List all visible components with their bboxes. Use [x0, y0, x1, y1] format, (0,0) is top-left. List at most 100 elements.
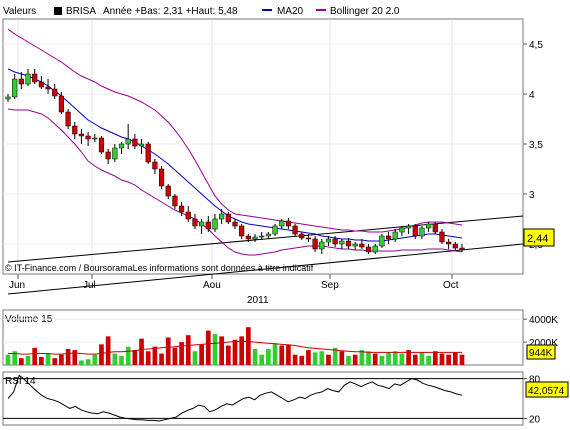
- candle: [372, 245, 378, 253]
- volume-ma-line: [8, 341, 462, 355]
- price-marks: [5, 28, 524, 295]
- candle: [252, 236, 258, 240]
- candle: [199, 221, 205, 227]
- volume-bar: [386, 352, 391, 365]
- candle: [125, 138, 131, 145]
- copyright-note: © IT-Finance.com / BoursoramaLes informa…: [5, 263, 314, 273]
- volume-bar: [105, 336, 111, 365]
- volume-bar: [332, 347, 338, 365]
- candle: [312, 238, 318, 250]
- volume-bar: [152, 346, 158, 365]
- volume-bar: [145, 351, 151, 365]
- candle: [385, 235, 392, 240]
- volume-bar: [306, 350, 311, 365]
- price-last-value: 2,44: [527, 233, 548, 245]
- candle: [105, 151, 111, 160]
- volume-bar: [312, 352, 318, 365]
- volume-bar: [426, 355, 431, 365]
- candle: [192, 218, 198, 227]
- candle: [118, 143, 125, 149]
- rsi-last-value: 42,0574: [528, 386, 565, 397]
- candle: [25, 73, 31, 85]
- candle: [185, 211, 191, 220]
- candle: [245, 235, 251, 240]
- candle: [85, 135, 91, 140]
- candle: [459, 247, 465, 251]
- rsi-panel: [2, 371, 524, 426]
- candle: [58, 95, 64, 113]
- volume-bar: [346, 355, 351, 365]
- price-tick-label: 3,5: [529, 140, 543, 151]
- volume-bar: [379, 355, 385, 365]
- month-label: Oct: [443, 280, 459, 291]
- candle: [305, 237, 312, 240]
- volume-bar: [212, 334, 218, 365]
- price-last-value-box: [523, 228, 555, 247]
- bollinger-legend-label: Bollinger 20 2.0: [330, 6, 400, 17]
- volume-bar: [199, 344, 204, 365]
- candle: [165, 185, 171, 197]
- volume-bar: [192, 351, 198, 365]
- month-label: Sep: [321, 280, 339, 291]
- candle: [239, 225, 245, 237]
- volume-bar: [299, 355, 305, 365]
- ma20-legend-label: MA20: [277, 6, 304, 17]
- volume-bar: [65, 348, 71, 365]
- candle: [98, 137, 105, 153]
- candle: [212, 218, 218, 230]
- candle: [72, 125, 78, 135]
- volume-bar: [366, 351, 371, 365]
- volume-bar: [359, 350, 365, 365]
- month-label: Aou: [203, 280, 221, 291]
- candle: [12, 78, 18, 98]
- volume-bar: [132, 350, 138, 365]
- candle: [138, 143, 145, 147]
- volume-bar: [272, 343, 278, 365]
- candle: [406, 225, 412, 229]
- volume-tick-label: 4000K: [529, 315, 558, 326]
- price-tick-label: 4: [529, 90, 535, 101]
- volume-bar: [205, 330, 211, 365]
- volume-bar: [439, 353, 445, 365]
- month-label: Jul: [83, 280, 96, 291]
- candle: [65, 111, 71, 127]
- candle: [32, 73, 38, 83]
- candle: [345, 240, 352, 247]
- volume-bar: [19, 358, 24, 365]
- candle: [399, 227, 405, 233]
- rsi-tick-label: 20: [529, 414, 541, 425]
- volume-last-value: 944K: [529, 348, 553, 359]
- rsi-title: RSI 14: [5, 376, 36, 387]
- volume-bar: [372, 353, 378, 365]
- volume-bar: [139, 338, 144, 365]
- symbol-swatch: [54, 7, 62, 15]
- candle: [38, 81, 44, 88]
- candle: [158, 168, 165, 187]
- volume-bar: [185, 335, 191, 365]
- header-label: Valeurs: [3, 6, 36, 17]
- volume-bar: [159, 353, 164, 365]
- year-label: 2011: [247, 295, 269, 306]
- candle: [45, 86, 51, 90]
- candle: [232, 221, 238, 227]
- volume-bar: [39, 356, 44, 365]
- volume-marks: [3, 318, 523, 365]
- volume-bar: [85, 359, 91, 365]
- volume-bar: [59, 354, 64, 365]
- trendline: [7, 243, 524, 295]
- volume-bar: [32, 347, 38, 365]
- candle: [172, 195, 178, 207]
- candle: [205, 221, 211, 230]
- volume-bar: [279, 345, 285, 365]
- rsi-line: [7, 374, 463, 422]
- volume-bar: [259, 354, 265, 365]
- candle: [152, 161, 158, 170]
- volume-tick-label: 2000K: [529, 338, 558, 349]
- volume-bar: [172, 347, 178, 365]
- symbol-label: BRISA: [66, 6, 96, 17]
- volume-bar: [125, 346, 131, 365]
- volume-bar: [92, 354, 98, 365]
- candle: [292, 225, 298, 235]
- volume-bar: [412, 354, 418, 365]
